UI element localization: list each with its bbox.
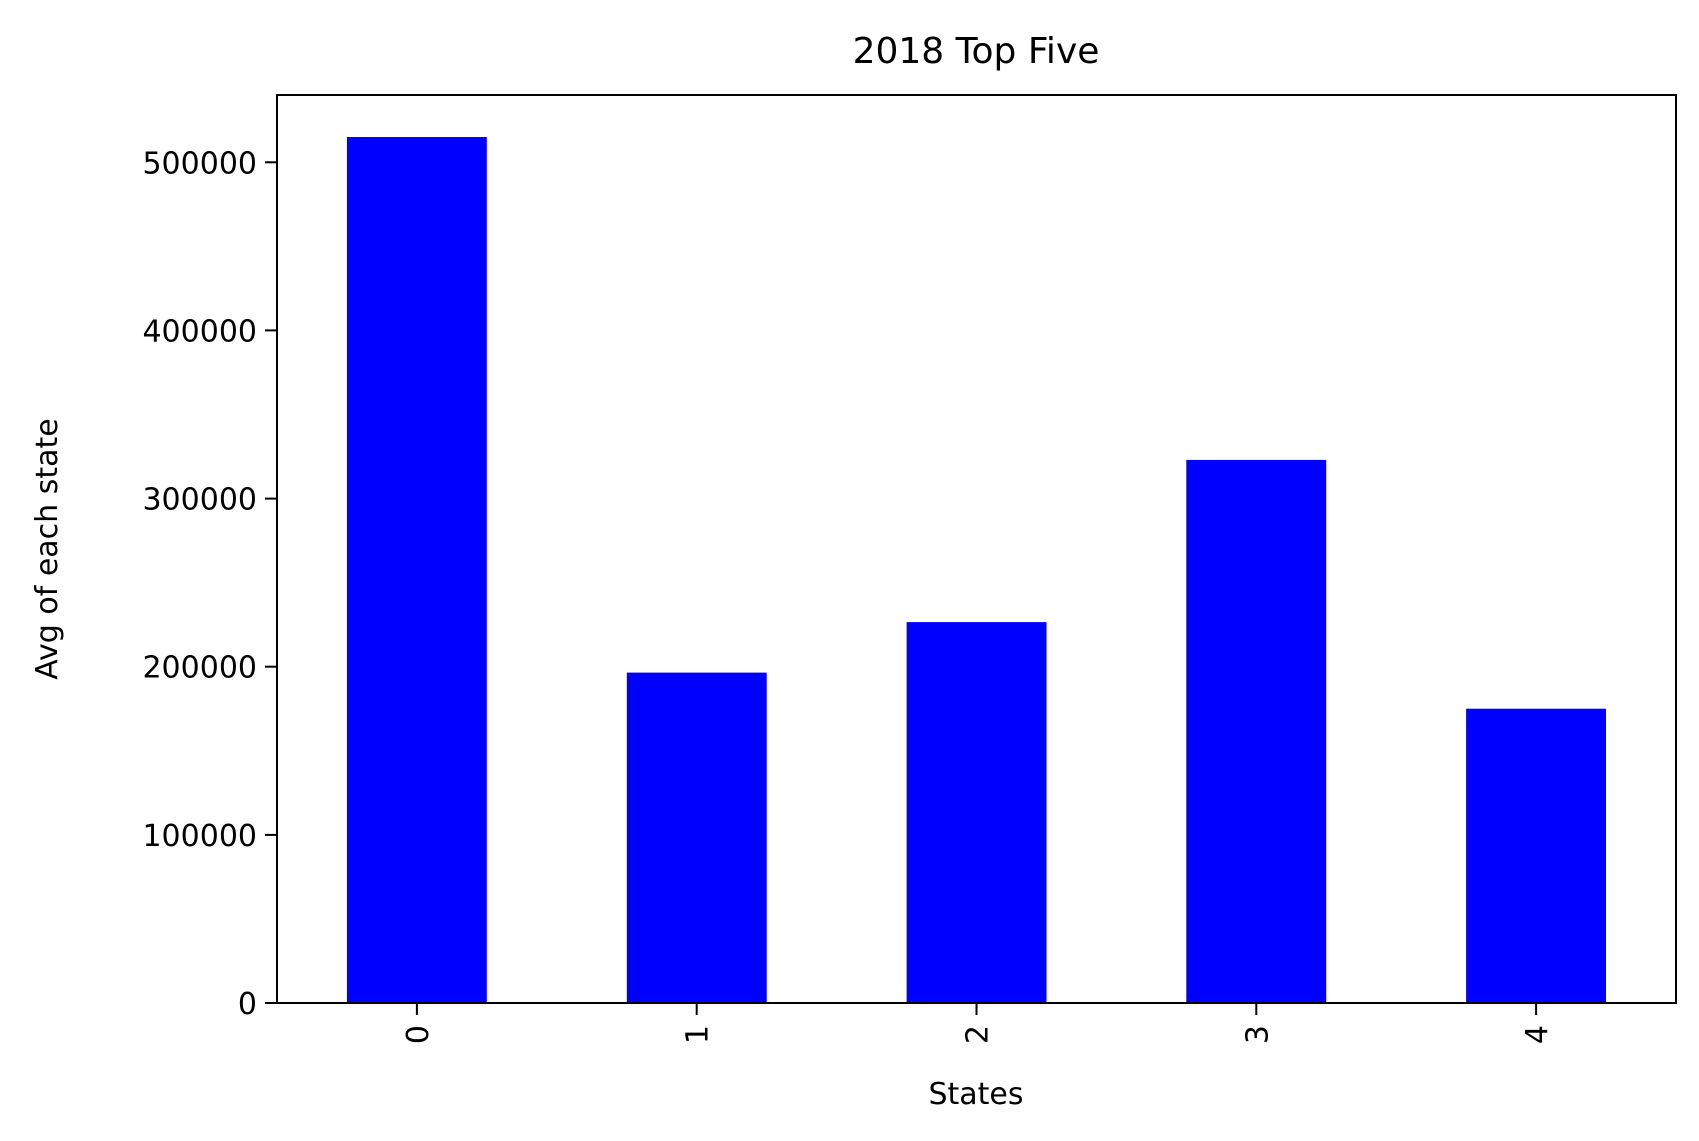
- x-tick-label: 1: [681, 1025, 716, 1044]
- y-tick-label: 200000: [142, 651, 257, 686]
- y-tick-label: 0: [238, 987, 257, 1022]
- x-axis-label: States: [928, 1077, 1023, 1112]
- bar-2: [906, 622, 1047, 1003]
- x-tick-label: 4: [1520, 1025, 1555, 1044]
- chart-title: 2018 Top Five: [853, 31, 1100, 72]
- y-tick-label: 100000: [142, 819, 257, 854]
- y-ticks-group: 0 100000 200000 300000 400000 500000: [142, 146, 277, 1022]
- bar-3: [1186, 459, 1327, 1003]
- y-tick-label: 300000: [142, 483, 257, 518]
- x-ticks-group: 0 1 2 3 4: [401, 1003, 1555, 1044]
- x-tick-label: 3: [1240, 1025, 1275, 1044]
- x-tick-label: 2: [961, 1025, 996, 1044]
- bar-1: [626, 672, 767, 1003]
- bar-4: [1466, 708, 1606, 1003]
- bar-0: [346, 137, 487, 1003]
- y-tick-label: 400000: [142, 314, 257, 349]
- y-tick-label: 500000: [142, 146, 257, 181]
- y-axis-label: Avg of each state: [30, 418, 65, 679]
- x-tick-label: 0: [401, 1025, 436, 1044]
- plot-frame: [276, 94, 1677, 1004]
- bars-group: [346, 137, 1606, 1003]
